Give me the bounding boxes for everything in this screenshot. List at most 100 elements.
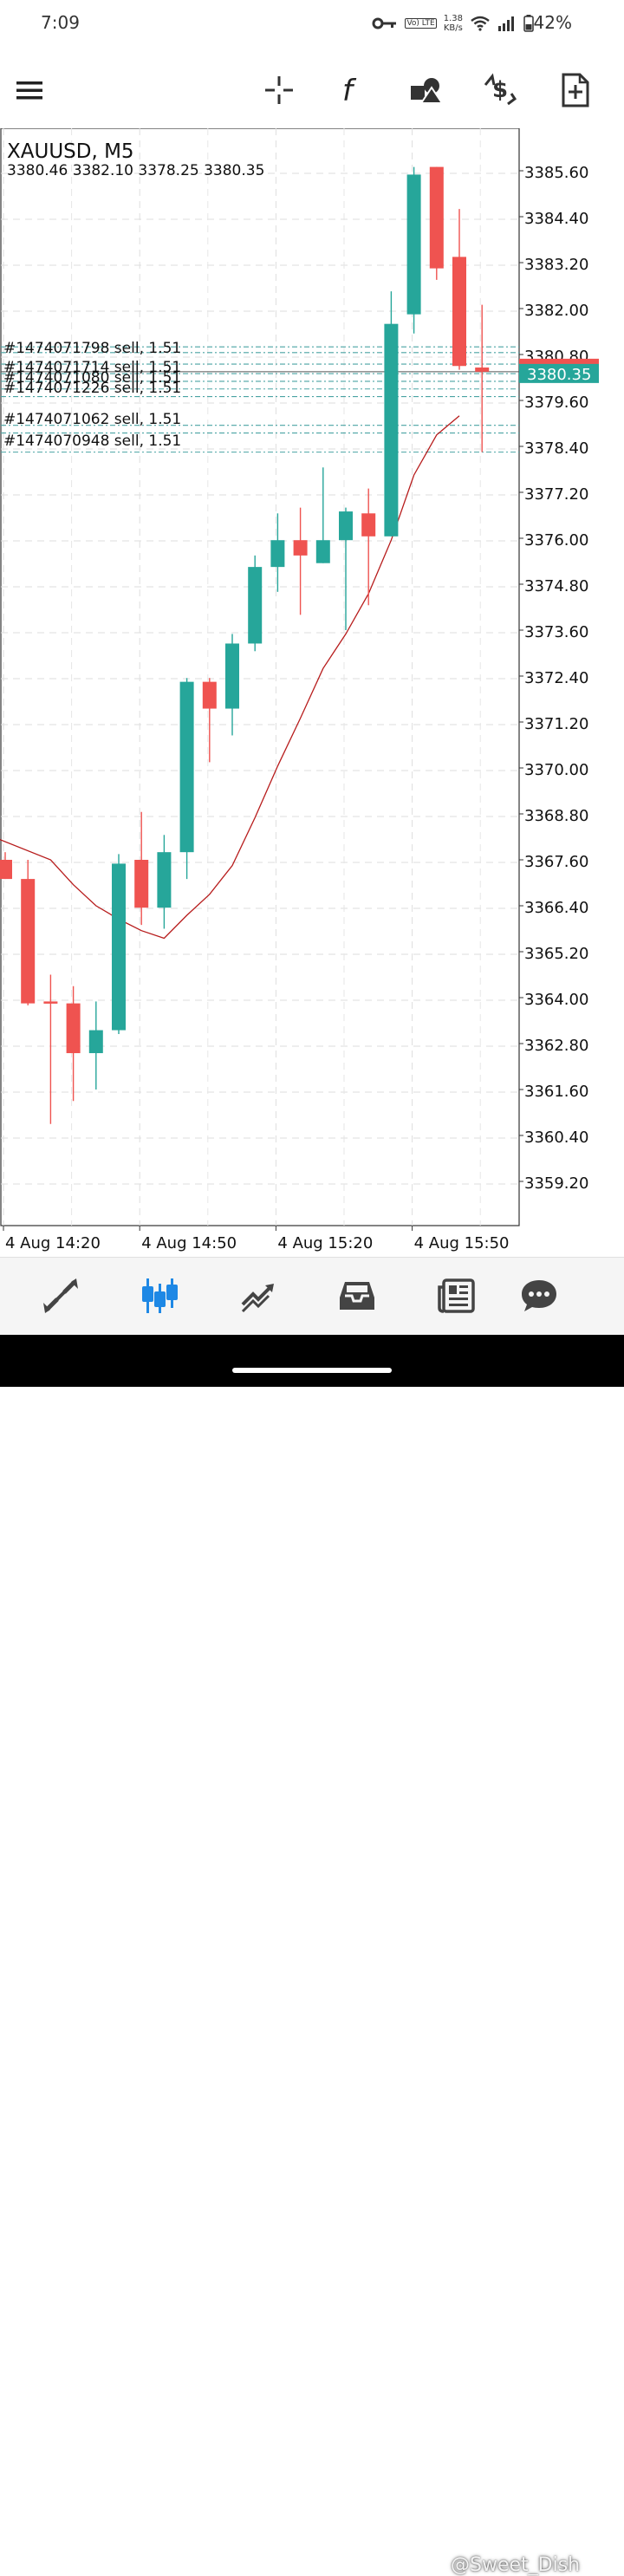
watermark: @Sweet_Dish (451, 2554, 581, 2576)
price-tick-label: 3377.20 (524, 485, 588, 504)
price-tick-label: 3365.20 (524, 945, 588, 963)
candle-body[interactable] (43, 1001, 58, 1004)
price-chart[interactable]: 3385.60 3384.40 3383.20 3382.00 3380.80 3379.… (0, 127, 624, 1255)
candle-body[interactable] (88, 1030, 103, 1054)
symbol-label: XAUUSD, M5 (7, 140, 134, 163)
price-tick-label: 3364.00 (524, 991, 588, 1009)
time-tick-label: 4 Aug 14:20 (5, 1234, 101, 1252)
candle-body[interactable] (179, 681, 194, 853)
price-tick-label: 3372.40 (524, 669, 588, 687)
candle-body[interactable] (202, 681, 217, 709)
candle-body[interactable] (112, 863, 126, 1031)
battery-percent: 42% (533, 12, 572, 33)
messages-icon[interactable] (517, 1273, 562, 1318)
current-price-label: 3380.35 (527, 366, 591, 384)
price-tick-label: 3359.20 (524, 1174, 588, 1193)
candle-body[interactable] (0, 860, 12, 880)
candle-body[interactable] (270, 540, 285, 568)
ma-line (0, 415, 460, 940)
price-tick-label: 3371.20 (524, 715, 588, 733)
chart-frame (0, 127, 520, 1226)
price-tick-label: 3362.80 (524, 1037, 588, 1055)
price-tick-label: 3361.60 (524, 1083, 588, 1101)
candle-body[interactable] (361, 513, 376, 537)
price-tick-label: 3373.60 (524, 623, 588, 641)
price-tick-label: 3384.40 (524, 210, 588, 228)
chart-toolbar: f $ (0, 55, 624, 121)
price-tick-label: 3374.80 (524, 577, 588, 595)
new-order-icon[interactable] (556, 71, 595, 109)
objects-icon[interactable] (407, 71, 445, 109)
svg-text:$: $ (492, 77, 508, 103)
order-label[interactable]: #1474071080 sell, 1.51 (3, 369, 181, 387)
trade-icon[interactable]: $ (482, 71, 520, 109)
chart-icon[interactable] (137, 1273, 182, 1318)
candle-body[interactable] (429, 166, 444, 269)
time-axis: 4 Aug 14:20 4 Aug 14:50 4 Aug 15:20 4 Aug 1… (3, 1226, 510, 1252)
order-labels[interactable]: #1474071798 sell, 1.51 #1474071714 sell, … (3, 340, 181, 450)
time-tick-label: 4 Aug 14:50 (141, 1234, 237, 1252)
price-tick-label: 3367.60 (524, 853, 588, 871)
candle-body[interactable] (384, 323, 399, 537)
volte-icon: Vo) LTE (405, 18, 437, 29)
signal-icon (498, 16, 514, 31)
candles[interactable] (0, 166, 490, 1124)
net-speed-value: 1.38 (443, 14, 463, 23)
news-icon[interactable] (433, 1273, 478, 1318)
price-tick-label: 3376.00 (524, 531, 588, 550)
trade-nav-icon[interactable] (236, 1273, 281, 1318)
indicators-icon[interactable]: f (333, 71, 371, 109)
order-label[interactable]: #1474071226 sell, 1.51 (3, 380, 181, 397)
time-tick-label: 4 Aug 15:20 (277, 1234, 373, 1252)
candle-body[interactable] (225, 643, 239, 709)
candle-body[interactable] (406, 174, 421, 315)
candle-body[interactable] (315, 540, 330, 563)
price-tick-label: 3378.40 (524, 439, 588, 458)
key-icon (372, 17, 397, 29)
price-tick-label: 3366.40 (524, 899, 588, 917)
wifi-icon (471, 16, 490, 31)
candle-body[interactable] (66, 1003, 81, 1054)
price-axis: 3385.603384.403383.203382.003380.803379.… (519, 164, 599, 1193)
crosshair-icon[interactable] (260, 71, 298, 109)
current-price-box (519, 363, 599, 383)
battery-icon (523, 15, 534, 32)
time-tick-label: 4 Aug 15:50 (414, 1234, 510, 1252)
quotes-icon[interactable] (38, 1273, 83, 1318)
order-lines[interactable] (1, 346, 519, 453)
bottom-nav: @Sweet_Dish (0, 1257, 624, 2576)
candle-body[interactable] (134, 860, 149, 908)
ohlc-label: 3380.46 3382.10 3378.25 3380.35 (7, 162, 264, 179)
moving-average (0, 415, 460, 940)
candle-body[interactable] (293, 540, 308, 556)
order-label[interactable]: #1474070948 sell, 1.51 (3, 433, 181, 450)
candle-body[interactable] (452, 257, 466, 367)
price-tick-label: 3360.40 (524, 1129, 588, 1147)
gesture-bar (0, 1335, 624, 1387)
bid-marker (519, 358, 599, 365)
history-icon[interactable] (335, 1273, 380, 1318)
candle-body[interactable] (339, 511, 353, 541)
net-speed: 1.38 KB/s (444, 14, 463, 33)
order-label[interactable]: #1474071798 sell, 1.51 (3, 340, 181, 357)
price-tick-label: 3385.60 (524, 164, 588, 182)
svg-text:f: f (342, 74, 357, 107)
candle-body[interactable] (248, 567, 263, 644)
price-tick-label: 3383.20 (524, 256, 588, 274)
candle-body[interactable] (21, 879, 36, 1004)
order-label[interactable]: #1474071714 sell, 1.51 (3, 359, 181, 376)
candle-body[interactable] (157, 852, 172, 908)
price-tick-label: 3370.00 (524, 761, 588, 779)
candle-body[interactable] (475, 368, 490, 372)
order-label[interactable]: #1474071062 sell, 1.51 (3, 411, 181, 428)
menu-icon[interactable] (10, 71, 49, 109)
chart-canvas[interactable]: 3385.603384.403383.203382.003380.803379.… (0, 127, 624, 1255)
status-time: 7:09 (41, 12, 80, 33)
price-tick-label: 3368.80 (524, 807, 588, 825)
status-bar: 7:09 Vo) LTE 1.38 KB/s 42% (0, 0, 624, 49)
net-speed-unit: KB/s (443, 23, 463, 33)
price-tick-label: 3379.60 (524, 394, 588, 412)
home-indicator[interactable] (232, 1368, 392, 1373)
chart-grid (1, 128, 519, 1226)
status-icons: Vo) LTE 1.38 KB/s (372, 14, 534, 33)
